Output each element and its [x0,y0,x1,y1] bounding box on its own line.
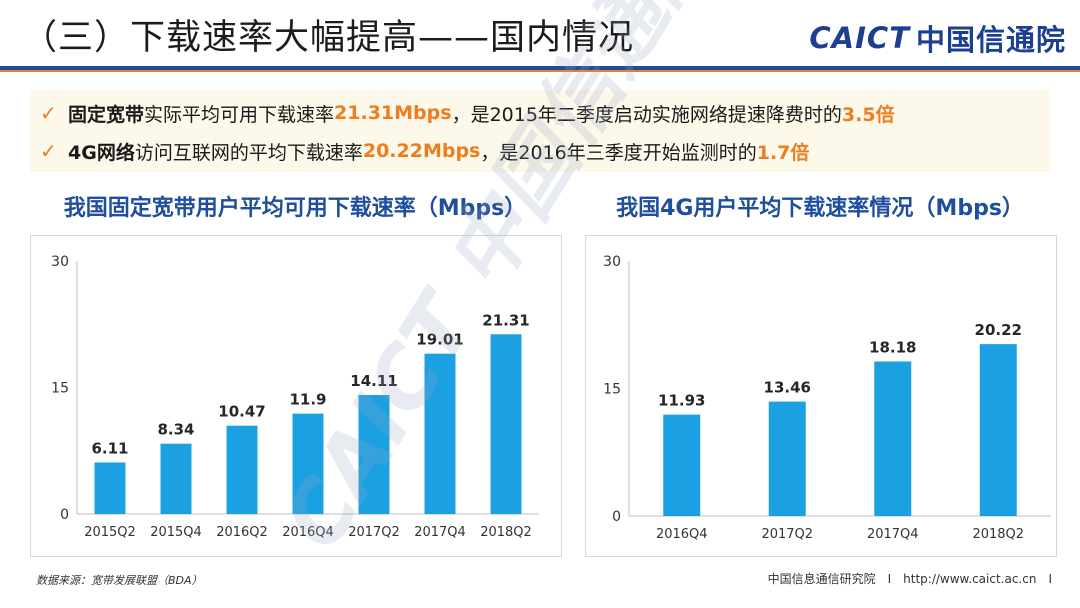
broadband-bar [226,425,258,514]
broadband-data-label: 10.47 [218,403,265,421]
check-icon: ✓ [40,101,57,125]
fourg-bar [874,361,912,516]
finding-highlight: 1.7倍 [756,141,810,164]
broadband-bar [292,413,324,514]
broadband-bar [160,443,192,514]
broadband-x-tick-label: 2018Q2 [480,525,532,540]
caict-logo: CAICT 中国信通院 [809,20,1066,57]
finding-text: ，是2015年二季度启动实施网络提速降费时的 [451,103,842,126]
broadband-x-tick-label: 2016Q4 [282,525,334,540]
fourg-x-tick-label: 2017Q4 [867,527,919,542]
broadband-x-tick-label: 2015Q4 [150,525,202,540]
broadband-data-label: 21.31 [482,311,529,329]
logo-text-cn: 中国信通院 [915,23,1066,57]
fourg-data-label: 18.18 [869,338,916,356]
finding-text: ，是2016年三季度开始监测时的 [480,141,757,164]
chart-4g-frame: 0 15 30 11.93 2016Q4 13.46 2017Q2 18.18 2017Q4 20… [585,235,1057,557]
finding-highlight: 3.5倍 [841,103,895,126]
finding-lead: 4G网络 [68,141,135,164]
chart-broadband: 0 15 30 6.11 2015Q2 8.34 2015Q4 10.47 2016Q2 11.9… [51,254,539,540]
fourg-y-tick-label: 0 [612,509,621,525]
chart-4g: 0 15 30 11.93 2016Q4 13.46 2017Q2 18.18 2017Q4 20… [603,254,1051,542]
finding-highlight: 21.31Mbps [334,102,452,124]
header-divider-blue [0,66,1080,70]
broadband-data-label: 14.11 [350,372,397,390]
broadband-bar [94,462,126,514]
fourg-x-tick-label: 2016Q4 [656,527,708,542]
fourg-bar [663,414,701,516]
broadband-x-tick-label: 2017Q2 [348,525,400,540]
broadband-y-tick-label: 30 [51,254,69,270]
finding-lead: 固定宽带 [68,103,145,126]
fourg-bar [768,401,806,516]
broadband-x-tick-label: 2016Q2 [216,525,268,540]
header-divider-orange [0,70,1080,72]
finding-highlight: 20.22Mbps [362,140,481,162]
data-source-note: 数据来源：宽带发展联盟（BDA） [36,574,203,587]
chart-broadband-frame: 0 15 30 6.11 2015Q2 8.34 2015Q4 10.47 2016Q2 11.9… [30,235,562,557]
finding-broadband: ✓ 固定宽带 实际平均可用下载速率 21.31Mbps ，是2015年二季度启动实施网… [40,96,895,130]
broadband-data-label: 11.9 [289,391,326,409]
broadband-data-label: 8.34 [157,421,194,439]
fourg-data-label: 13.46 [764,379,811,397]
key-findings-box: ✓ 固定宽带 实际平均可用下载速率 21.31Mbps ，是2015年二季度启动实施网… [30,90,1050,172]
fourg-x-tick-label: 2017Q2 [761,527,813,542]
chart-title-broadband: 我国固定宽带用户平均可用下载速率（Mbps） [63,196,527,221]
page-title: （三）下载速率大幅提高——国内情况 [22,18,635,58]
finding-text: 实际平均可用下载速率 [144,103,335,126]
broadband-y-tick-label: 0 [60,507,69,523]
logo-text-en: CAICT [809,21,910,55]
check-icon: ✓ [40,139,57,163]
fourg-data-label: 20.22 [975,321,1022,339]
finding-text: 访问互联网的平均下载速率 [134,141,363,164]
broadband-bar [358,395,390,514]
broadband-x-tick-label: 2015Q2 [84,525,136,540]
slide-header: （三）下载速率大幅提高——国内情况 CAICT 中国信通院 [0,0,1080,66]
fourg-y-tick-label: 30 [603,254,621,270]
finding-4g: ✓ 4G网络 访问互联网的平均下载速率 20.22Mbps ，是2016年三季度开始监… [40,134,809,168]
broadband-x-tick-label: 2017Q4 [414,525,466,540]
fourg-x-tick-label: 2018Q2 [972,527,1024,542]
broadband-data-label: 6.11 [91,439,128,457]
broadband-bar [424,353,456,514]
chart-title-4g: 我国4G用户平均下载速率情况（Mbps） [616,196,1024,221]
broadband-y-tick-label: 15 [51,381,69,397]
footer-org: 中国信息通信研究院 I http://www.caict.ac.cn I [767,572,1052,586]
fourg-y-tick-label: 15 [603,382,621,398]
broadband-data-label: 19.01 [416,331,463,349]
broadband-bar [490,334,522,514]
fourg-bar [979,344,1017,516]
fourg-data-label: 11.93 [658,392,705,410]
